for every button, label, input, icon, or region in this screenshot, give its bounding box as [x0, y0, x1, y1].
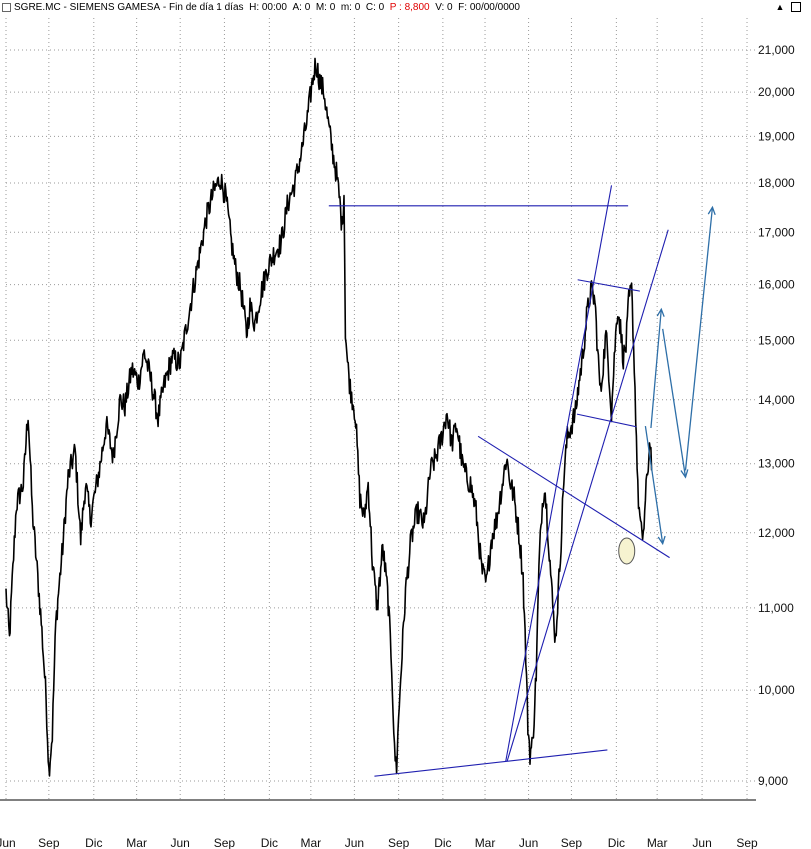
x-tick-label: Mar — [647, 836, 668, 849]
trendline-annotations — [328, 185, 670, 777]
price-series — [5, 57, 653, 777]
header-h: H: 00:00 — [249, 2, 287, 13]
header-symbol: SGRE.MC — [14, 2, 61, 13]
y-tick-label: 18,000 — [758, 176, 795, 190]
x-tick-label: Mar — [126, 836, 147, 849]
maximize-icon[interactable] — [791, 2, 801, 12]
header-period: Fin de día 1 días — [169, 2, 244, 13]
x-tick-label: Sep — [561, 836, 583, 849]
y-tick-label: 17,000 — [758, 225, 795, 239]
x-tick-label: Jun — [0, 836, 16, 849]
trendline — [576, 413, 637, 428]
scroll-up-icon[interactable]: ▲ — [775, 2, 785, 12]
x-tick-label: Jun — [519, 836, 538, 849]
x-tick-label: Dic — [608, 836, 625, 849]
x-tick-label: Dic — [85, 836, 102, 849]
trendline — [477, 435, 670, 559]
x-tick-label: Mar — [475, 836, 496, 849]
y-tick-label: 19,000 — [758, 129, 795, 143]
forecast-arrow — [684, 205, 716, 471]
trendline — [505, 185, 613, 762]
x-axis: Jun Sep Dic Mar Jun Sep Dic Mar Jun Sep Dic Mar Jun S… — [0, 836, 758, 849]
price-line — [5, 57, 653, 777]
x-tick-label: Sep — [38, 836, 60, 849]
y-tick-label: 10,000 — [758, 683, 795, 697]
header-c: C: 0 — [365, 2, 385, 13]
y-tick-label: 20,000 — [758, 85, 795, 99]
header-mn: m: 0 — [340, 2, 361, 13]
x-tick-label: Dic — [434, 836, 451, 849]
forecast-arrow — [644, 425, 666, 546]
trendline — [577, 279, 640, 292]
x-tick-label: Jun — [692, 836, 711, 849]
x-tick-label: Jun — [171, 836, 190, 849]
forecast-arrow — [650, 307, 665, 429]
x-tick-label: Sep — [214, 836, 236, 849]
x-tick-label: Dic — [261, 836, 278, 849]
header-text: SGRE.MC - SIEMENS GAMESA - Fin de día 1 … — [14, 0, 520, 16]
y-tick-label: 11,000 — [758, 601, 794, 615]
chart-options-box[interactable] — [2, 3, 11, 12]
forecast-arrow — [662, 328, 689, 479]
trendline — [374, 749, 608, 777]
chart-header: SGRE.MC - SIEMENS GAMESA - Fin de día 1 … — [0, 0, 811, 16]
y-tick-label: 21,000 — [758, 43, 795, 57]
y-tick-label: 15,000 — [758, 333, 795, 347]
header-price: P : 8,800 — [389, 2, 430, 13]
header-name: SIEMENS GAMESA — [69, 2, 161, 13]
header-v: V: 0 — [435, 2, 453, 13]
x-tick-label: Mar — [301, 836, 322, 849]
trendline — [506, 229, 669, 762]
x-tick-label: Sep — [388, 836, 410, 849]
y-tick-label: 12,000 — [758, 526, 795, 540]
y-tick-label: 9,000 — [758, 774, 788, 788]
forecast-arrows — [644, 205, 716, 546]
highlight-circle — [618, 537, 636, 565]
y-axis: 9,000 10,000 11,000 12,000 13,000 14,000 15,00… — [758, 43, 795, 788]
header-m: M: 0 — [315, 2, 336, 13]
y-tick-label: 13,000 — [758, 457, 795, 471]
header-f: F: 00/00/0000 — [458, 2, 520, 13]
y-tick-label: 14,000 — [758, 393, 795, 407]
x-tick-label: Sep — [736, 836, 758, 849]
x-tick-label: Jun — [345, 836, 364, 849]
header-a: A: 0 — [292, 2, 311, 13]
y-tick-label: 16,000 — [758, 278, 795, 292]
